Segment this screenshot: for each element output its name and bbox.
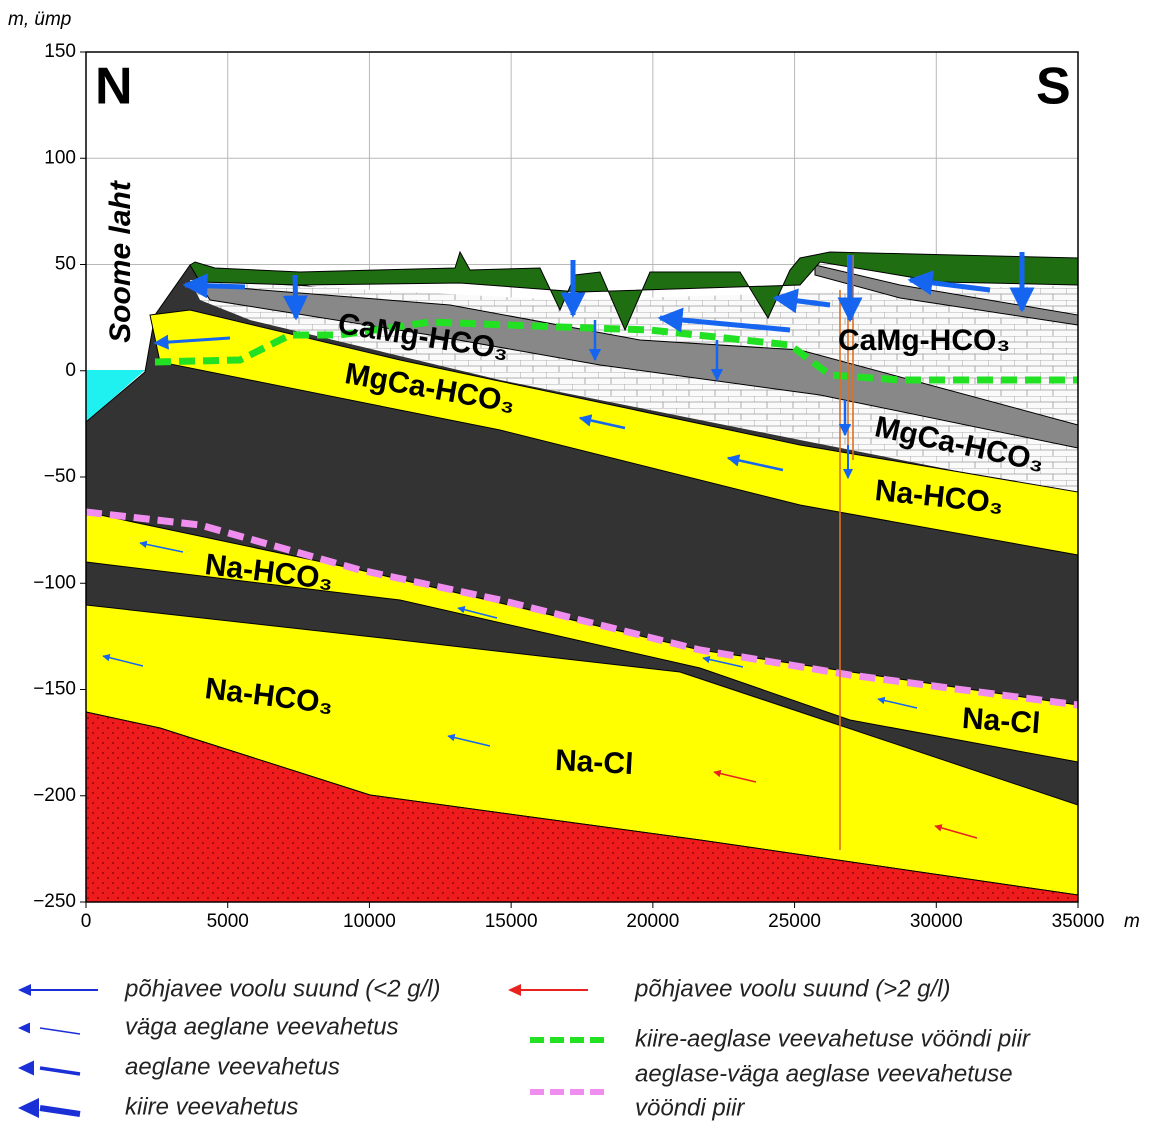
legend-swatch: [18, 1023, 30, 1034]
y-tick-label: −200: [33, 785, 76, 806]
y-tick-label: −50: [44, 466, 76, 487]
legend-label: põhjavee voolu suund (>2 g/l): [634, 975, 951, 1002]
legend-swatch: [40, 1068, 80, 1074]
annotation: Na-Cl: [961, 702, 1041, 740]
y-tick-label: −250: [33, 891, 76, 912]
y-tick-label: −100: [33, 572, 76, 593]
y-tick-label: 150: [44, 41, 76, 62]
legend-swatch: [18, 1098, 39, 1118]
legend-swatch: [508, 984, 521, 996]
y-axis-label: m, ümp: [8, 9, 71, 30]
legend-label: aeglase-väga aeglase veevahetuse: [635, 1060, 1013, 1087]
chart: 0 5000 10000 15000 20000 25000 30000 35000 −250 −…: [0, 0, 1154, 1129]
legend-swatch: [40, 1028, 80, 1034]
x-tick-label: 35000: [1052, 911, 1105, 932]
legend-swatch: [18, 1061, 34, 1076]
x-tick-label: 15000: [485, 911, 538, 932]
legend-swatch: [40, 1108, 80, 1114]
y-tick-label: 50: [55, 254, 76, 275]
page: 0 5000 10000 15000 20000 25000 30000 35000 −250 −…: [0, 0, 1154, 1129]
legend-label: põhjavee voolu suund (<2 g/l): [124, 975, 441, 1002]
x-tick-label: 0: [81, 911, 92, 932]
annotation: Soome laht: [104, 179, 137, 343]
x-tick-label: 25000: [768, 911, 821, 932]
legend-label: vööndi piir: [635, 1094, 745, 1121]
y-tick-label: 100: [44, 147, 76, 168]
legend-label: kiire veevahetus: [125, 1093, 298, 1120]
y-tick-label: 0: [65, 360, 76, 381]
x-tick-label: 20000: [626, 911, 679, 932]
annotation: N: [95, 58, 133, 116]
legend-label: kiire-aeglase veevahetuse vööndi piir: [635, 1025, 1031, 1052]
annotation: S: [1036, 58, 1071, 116]
annotation: CaMg-HCO₃: [838, 324, 1010, 357]
y-tick-label: −150: [33, 679, 76, 700]
legend-label: aeglane veevahetus: [125, 1053, 340, 1080]
annotation: Na-Cl: [554, 744, 634, 781]
x-tick-label: 5000: [207, 911, 249, 932]
legend-label: väga aeglane veevahetus: [125, 1013, 399, 1040]
legend: põhjavee voolu suund (<2 g/l) väga aeglan…: [18, 975, 1031, 1121]
x-axis-label: m: [1124, 911, 1140, 932]
legend-swatch: [18, 984, 31, 996]
x-tick-label: 10000: [343, 911, 396, 932]
x-tick-label: 30000: [910, 911, 963, 932]
